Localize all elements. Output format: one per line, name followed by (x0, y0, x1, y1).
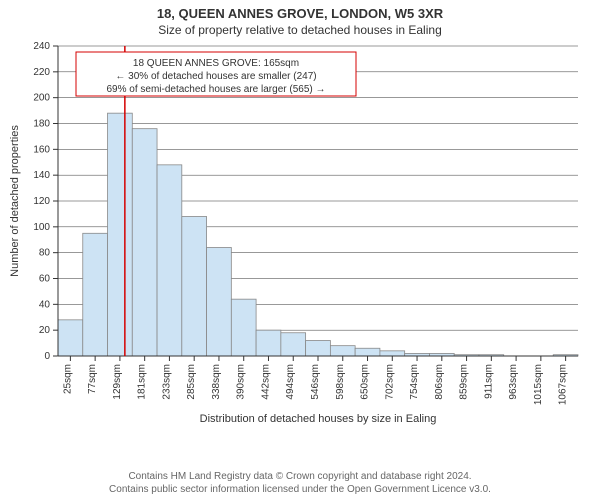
svg-text:140: 140 (33, 170, 50, 181)
svg-text:20: 20 (39, 325, 51, 336)
svg-text:806sqm: 806sqm (434, 364, 445, 400)
footer-line-1: Contains HM Land Registry data © Crown c… (0, 470, 600, 483)
svg-text:1067sqm: 1067sqm (558, 364, 569, 405)
footer-attribution: Contains HM Land Registry data © Crown c… (0, 470, 600, 496)
svg-text:180: 180 (33, 119, 50, 130)
chart-title: 18, QUEEN ANNES GROVE, LONDON, W5 3XR (0, 0, 600, 21)
svg-text:1015sqm: 1015sqm (533, 364, 544, 405)
svg-text:702sqm: 702sqm (384, 364, 395, 400)
svg-text:Distribution of detached house: Distribution of detached houses by size … (200, 413, 437, 425)
svg-text:338sqm: 338sqm (211, 364, 222, 400)
svg-text:77sqm: 77sqm (87, 364, 98, 394)
svg-text:Number of detached properties: Number of detached properties (9, 125, 21, 277)
svg-text:60: 60 (39, 274, 51, 285)
svg-text:220: 220 (33, 67, 50, 78)
chart-area: 0 20 40 60 80 100 120 140 160 180 200 220 240 25sqm 77… (0, 40, 600, 450)
svg-text:598sqm: 598sqm (335, 364, 346, 400)
svg-text:18 QUEEN ANNES GROVE: 165sqm: 18 QUEEN ANNES GROVE: 165sqm (133, 58, 299, 69)
svg-text:754sqm: 754sqm (409, 364, 420, 400)
svg-text:40: 40 (39, 299, 51, 310)
svg-text:25sqm: 25sqm (62, 364, 73, 394)
svg-text:285sqm: 285sqm (186, 364, 197, 400)
chart-subtitle: Size of property relative to detached ho… (0, 21, 600, 37)
svg-text:963sqm: 963sqm (508, 364, 519, 400)
svg-text:390sqm: 390sqm (236, 364, 247, 400)
svg-text:494sqm: 494sqm (285, 364, 296, 400)
svg-text:120: 120 (33, 196, 50, 207)
svg-text:100: 100 (33, 222, 50, 233)
svg-text:546sqm: 546sqm (310, 364, 321, 400)
svg-text:859sqm: 859sqm (459, 364, 470, 400)
svg-text:181sqm: 181sqm (137, 364, 148, 400)
histogram-svg: 0 20 40 60 80 100 120 140 160 180 200 220 240 25sqm 77… (0, 40, 600, 450)
svg-text:69% of semi-detached houses ar: 69% of semi-detached houses are larger (… (106, 84, 325, 95)
svg-text:200: 200 (33, 93, 50, 104)
svg-text:650sqm: 650sqm (360, 364, 371, 400)
svg-text:129sqm: 129sqm (112, 364, 123, 400)
svg-text:911sqm: 911sqm (483, 364, 494, 399)
svg-text:0: 0 (44, 351, 50, 362)
footer-line-2: Contains public sector information licen… (0, 483, 600, 496)
svg-text:80: 80 (39, 248, 51, 259)
svg-text:233sqm: 233sqm (161, 364, 172, 400)
svg-text:240: 240 (33, 41, 50, 52)
svg-text:160: 160 (33, 144, 50, 155)
svg-text:442sqm: 442sqm (260, 364, 271, 400)
svg-text:← 30% of detached houses are s: ← 30% of detached houses are smaller (24… (115, 71, 316, 82)
